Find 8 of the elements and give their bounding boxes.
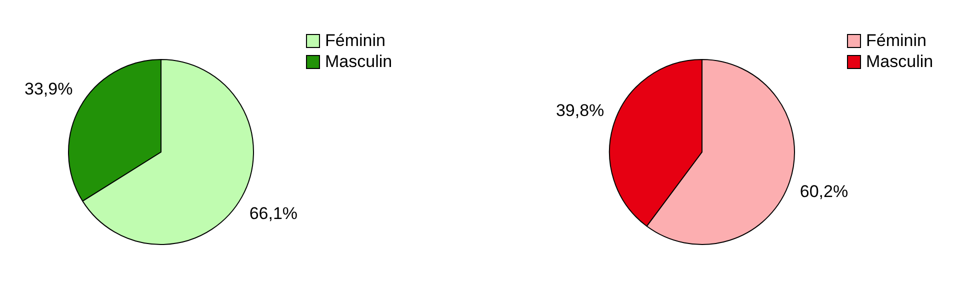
legend-label: Masculin bbox=[325, 51, 392, 72]
legend-label: Féminin bbox=[866, 30, 926, 51]
data-label: 60,2% bbox=[800, 182, 848, 202]
legend-label: Féminin bbox=[325, 30, 386, 51]
data-label: 66,1% bbox=[249, 204, 298, 223]
data-label: 39,8% bbox=[556, 101, 604, 120]
data-label: 33,9% bbox=[24, 79, 73, 98]
legend-label: Masculin bbox=[866, 51, 934, 72]
